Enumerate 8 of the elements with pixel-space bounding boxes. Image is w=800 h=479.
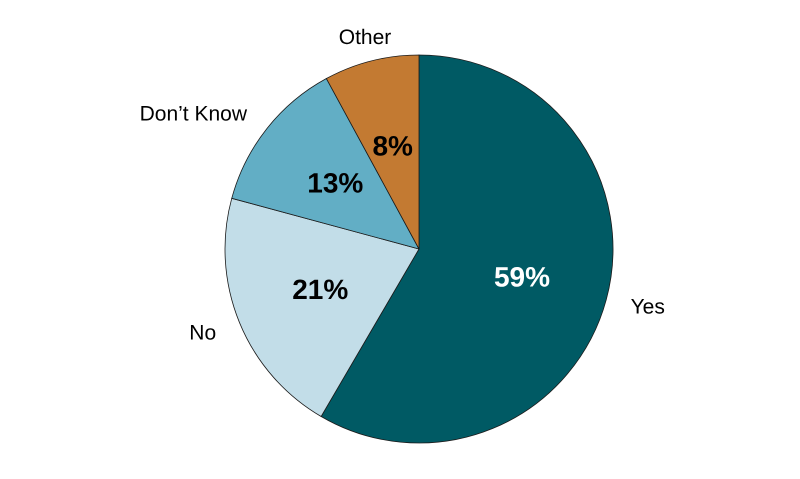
data-label: 8% [372,130,414,162]
slice-label: No [189,321,216,344]
data-label: 13% [307,168,364,199]
slice-label: Don’t Know [140,102,248,126]
slice-label: Other [338,26,392,49]
data-label: 21% [292,274,348,306]
data-label: 59% [494,262,550,293]
slice-label: Yes [630,296,665,319]
